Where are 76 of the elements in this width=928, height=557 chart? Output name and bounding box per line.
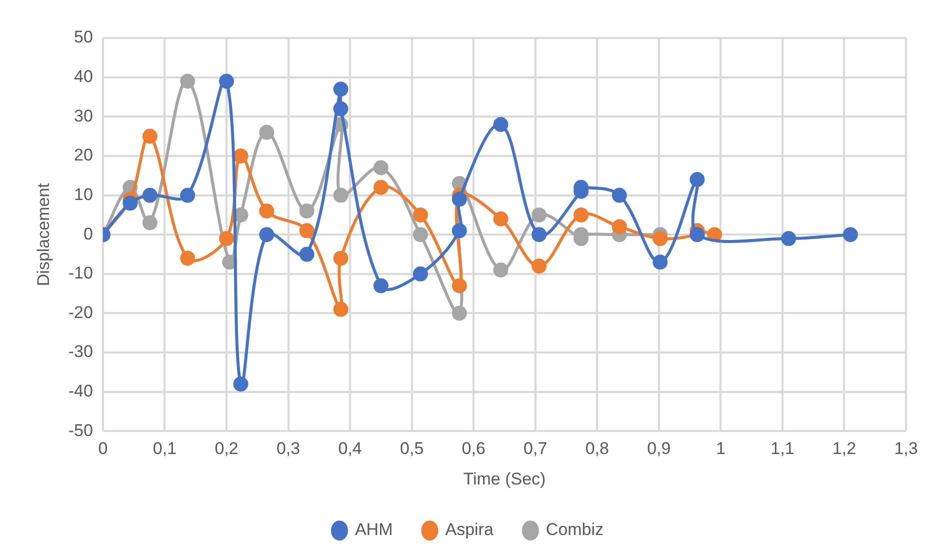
point xyxy=(412,266,428,282)
point xyxy=(219,231,234,246)
y-tick-label: -50 xyxy=(68,420,93,440)
point xyxy=(333,82,348,97)
y-tick-label: 10 xyxy=(74,184,93,204)
point xyxy=(532,207,547,222)
x-tick-label: 1,3 xyxy=(894,439,918,458)
point xyxy=(612,188,627,203)
point xyxy=(612,219,627,234)
point xyxy=(652,231,668,246)
point xyxy=(493,117,508,132)
point xyxy=(412,227,428,242)
point xyxy=(180,250,196,266)
point xyxy=(452,306,467,321)
x-tick-label: 0 xyxy=(98,439,108,458)
y-tick-label: 0 xyxy=(84,224,93,244)
point xyxy=(299,204,314,219)
point xyxy=(842,227,858,242)
x-tick-label: 0,4 xyxy=(338,439,362,458)
point xyxy=(142,128,158,144)
y-tick-label: -30 xyxy=(68,342,93,362)
point xyxy=(412,207,428,222)
x-axis-title: Time (Sec) xyxy=(463,469,546,488)
point xyxy=(142,215,158,230)
point xyxy=(122,196,138,211)
x-tick-label: 0,1 xyxy=(152,439,177,458)
y-axis-title: Displacement xyxy=(34,182,53,286)
point xyxy=(180,74,196,89)
y-tick-label: 40 xyxy=(74,67,93,86)
x-tick-label: 1,2 xyxy=(832,439,856,458)
point xyxy=(532,227,547,242)
point xyxy=(299,223,314,238)
y-tick-label: -10 xyxy=(68,264,93,283)
point xyxy=(333,188,348,203)
point xyxy=(532,258,547,274)
point xyxy=(574,207,589,222)
point xyxy=(652,254,668,270)
point xyxy=(493,211,508,226)
point xyxy=(259,204,274,219)
x-tick-label: 1,1 xyxy=(770,439,794,458)
point xyxy=(493,262,508,278)
point xyxy=(219,74,234,89)
y-tick-label: 20 xyxy=(74,146,93,165)
point xyxy=(233,148,248,164)
point xyxy=(259,227,274,242)
point xyxy=(373,160,388,176)
x-tick-label: 1 xyxy=(716,439,726,458)
point xyxy=(233,376,248,392)
point xyxy=(373,278,388,294)
legend-label: Aspira xyxy=(445,520,494,540)
x-tick-label: 0,7 xyxy=(524,439,548,458)
x-tick-label: 0,6 xyxy=(462,439,486,458)
x-tick-label: 0,9 xyxy=(647,439,671,458)
y-tick-label: -20 xyxy=(68,302,93,322)
point xyxy=(373,180,388,195)
point xyxy=(690,172,705,188)
y-tick-label: -40 xyxy=(68,382,93,401)
x-tick-label: 0,3 xyxy=(276,439,300,458)
legend-label: AHM xyxy=(354,520,393,540)
x-tick-label: 0,2 xyxy=(214,439,238,458)
point xyxy=(142,188,158,203)
x-tick-label: 0,5 xyxy=(400,439,424,458)
point xyxy=(259,124,274,140)
point xyxy=(333,250,348,266)
point xyxy=(452,278,467,294)
point xyxy=(452,192,467,207)
point xyxy=(299,246,314,262)
point xyxy=(333,101,348,116)
point xyxy=(781,231,796,246)
y-tick-label: 30 xyxy=(74,106,93,126)
y-tick-label: 50 xyxy=(74,28,93,47)
point xyxy=(180,188,196,203)
legend-label: Combiz xyxy=(546,520,604,540)
point xyxy=(452,223,467,238)
x-tick-label: 0,8 xyxy=(585,439,609,458)
point xyxy=(333,302,348,317)
